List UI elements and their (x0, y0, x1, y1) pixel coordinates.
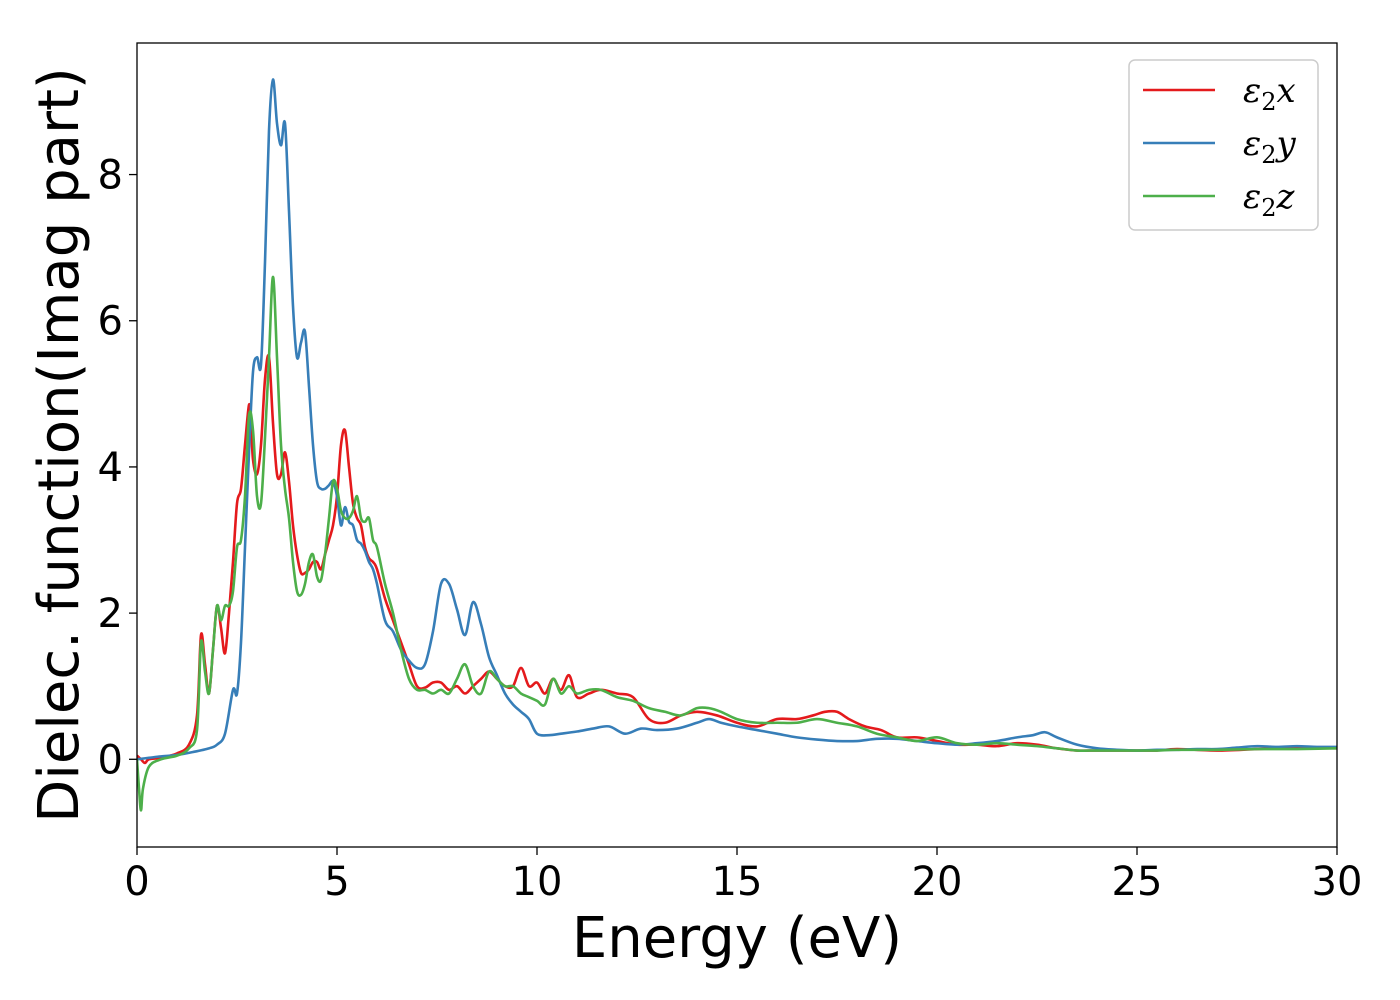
series-line-y (137, 78, 1337, 761)
y-axis-ticks: 0 2 4 6 8 (98, 153, 137, 783)
legend-box (1128, 59, 1319, 231)
y-tick-label: 0 (98, 737, 123, 783)
legend-label-z: ε2z (1243, 177, 1296, 222)
x-axis-label: Energy (eV) (572, 906, 902, 971)
x-tick-label: 0 (124, 859, 149, 905)
legend-label-x: ε2x (1243, 71, 1296, 116)
series-line-z (137, 275, 1337, 812)
y-tick-label: 6 (98, 299, 123, 345)
y-axis-label: Dielec. function(Imag part) (27, 67, 92, 823)
x-tick-label: 10 (512, 859, 563, 905)
y-tick-label: 8 (98, 153, 123, 199)
x-tick-label: 5 (324, 859, 349, 905)
x-tick-label: 25 (1112, 859, 1163, 905)
x-tick-label: 15 (712, 859, 763, 905)
x-axis-ticks: 0 5 10 15 20 25 30 (124, 847, 1362, 905)
y-tick-label: 2 (98, 591, 123, 637)
legend-label-y: ε2y (1243, 124, 1297, 169)
x-tick-label: 20 (912, 859, 963, 905)
y-tick-label: 4 (98, 445, 123, 491)
series-layer (137, 78, 1337, 812)
legend: ε2x ε2y ε2z (1128, 59, 1319, 231)
x-tick-label: 30 (1312, 859, 1363, 905)
series-line-x (137, 354, 1337, 765)
